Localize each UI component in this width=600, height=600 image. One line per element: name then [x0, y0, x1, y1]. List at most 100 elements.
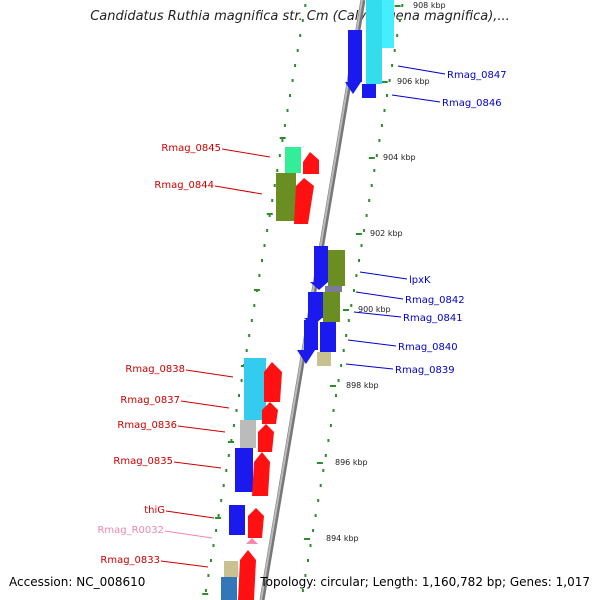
gene-block-thig[interactable] [248, 508, 264, 538]
scale-dot [304, 4, 307, 7]
gene-block-rmag-0835[interactable] [252, 452, 270, 496]
scale-dot [250, 319, 253, 322]
scale-dot [396, 34, 399, 37]
scale-dot [266, 229, 269, 232]
scale-tick [330, 385, 336, 387]
scale-dot [383, 109, 386, 112]
scale-dot [235, 409, 238, 412]
right-strand-genes[interactable] [221, 0, 394, 600]
tick-label: 900 kbp [358, 305, 391, 314]
scale-dot [401, 4, 404, 7]
map-title: Candidatus Ruthia magnifica str. Cm (Cal… [90, 9, 510, 24]
scale-dot [329, 424, 332, 427]
scale-dot [289, 94, 291, 97]
gene-label-rmag-0833: Rmag_0833 [100, 555, 160, 566]
scale-dot [222, 484, 225, 487]
scale-dot [217, 514, 220, 517]
tick-label: 906 kbp [397, 77, 430, 86]
scale-dot [373, 169, 376, 172]
scale-dot [281, 139, 284, 142]
scale-dot [238, 394, 240, 397]
scale-dot [380, 124, 383, 127]
gene-block-rmag-0833[interactable] [238, 550, 256, 600]
gene-label-rmag-0840: Rmag_0840 [398, 342, 458, 353]
scale-tick [381, 81, 388, 83]
scale-tick [240, 365, 247, 367]
gene-label-thig: thiG [144, 505, 165, 516]
scale-dot [220, 499, 223, 502]
gene-block-rmag-r0032[interactable] [246, 538, 258, 544]
scale-dot [261, 259, 263, 262]
scale-dot [204, 589, 207, 592]
scale-dot [232, 424, 235, 427]
gene-block-rmag-0842[interactable] [308, 286, 342, 322]
scale-dot [345, 334, 348, 337]
scale-dot [388, 79, 391, 82]
left-strand-genes[interactable] [238, 147, 319, 600]
gene-label-rmag-0838: Rmag_0838 [125, 364, 185, 375]
gene-label-rmag-0847: Rmag_0847 [447, 70, 507, 81]
tick-label: 908 kbp [413, 1, 446, 10]
topology-text: Topology: circular; Length: 1,160,782 bp… [260, 575, 590, 589]
scale-dot [212, 544, 215, 547]
scale-dot [240, 379, 243, 382]
scale-dot [258, 274, 261, 277]
scale-dot [386, 94, 388, 97]
scale-dot [378, 139, 381, 142]
tick-label: 894 kbp [326, 534, 359, 543]
gene-label-rmag-0837: Rmag_0837 [120, 395, 180, 406]
gene-label-rmag-0839: Rmag_0839 [395, 365, 455, 376]
axis-ticks: 908 kbp 906 kbp 904 kbp 902 kbp 900 kbp … [326, 1, 446, 543]
scale-dot [215, 529, 218, 532]
gene-block-rmag-0841[interactable] [304, 318, 336, 352]
gene-label-rmag-0845: Rmag_0845 [161, 143, 221, 154]
scale-dot [307, 559, 309, 562]
gene-block-rmag-0845[interactable] [285, 147, 319, 174]
gene-label-rmag-r0032: Rmag_R0032 [97, 525, 164, 536]
scale-dot [319, 484, 322, 487]
scale-dot [227, 454, 230, 457]
scale-tick [202, 593, 209, 595]
scale-tick [394, 5, 401, 7]
right-labels[interactable]: Rmag_0847 Rmag_0846 lpxK Rmag_0842 Rmag_… [345, 65, 507, 376]
gene-block-rmag-0836[interactable] [258, 424, 274, 452]
scale-dot [263, 244, 266, 247]
scale-dot [317, 499, 320, 502]
scale-dot [398, 19, 401, 22]
scale-dot [350, 304, 353, 307]
scale-dot [301, 589, 304, 592]
scale-dot [332, 409, 335, 412]
scale-dot [322, 469, 325, 472]
scale-dots [202, 4, 404, 595]
gene-label-rmag-0841: Rmag_0841 [403, 313, 463, 324]
scale-dot [335, 394, 337, 397]
scale-dot [368, 199, 371, 202]
scale-dot [337, 379, 340, 382]
gene-block-rmag-0847[interactable] [366, 0, 394, 84]
left-labels[interactable]: Rmag_0845 Rmag_0844 Rmag_0838 Rmag_0837 … [97, 143, 271, 568]
scale-tick [279, 137, 286, 139]
scale-tick [228, 441, 234, 443]
gene-label-rmag-0842: Rmag_0842 [405, 295, 465, 306]
gene-block-lower[interactable] [221, 358, 266, 600]
gene-block-rmag-0838[interactable] [264, 362, 282, 402]
scale-dot [324, 454, 327, 457]
scale-dot [230, 439, 233, 442]
gene-block-rmag-0846[interactable] [345, 30, 376, 98]
gene-block-rmag-0840[interactable] [297, 350, 331, 366]
scale-dot [314, 514, 317, 517]
scale-dot [273, 184, 276, 187]
scale-dot [248, 334, 251, 337]
scale-dot [225, 469, 228, 472]
scale-dot [393, 49, 396, 52]
gene-label-rmag-0844: Rmag_0844 [154, 180, 214, 191]
scale-dot [347, 319, 350, 322]
scale-dot [363, 229, 366, 232]
gene-block-rmag-0844[interactable] [276, 173, 314, 224]
gene-block-rmag-0837[interactable] [262, 402, 278, 424]
scale-dot [301, 19, 304, 22]
scale-dot [342, 349, 345, 352]
scale-dot [365, 214, 368, 217]
gene-block-lpxk[interactable] [310, 246, 345, 290]
